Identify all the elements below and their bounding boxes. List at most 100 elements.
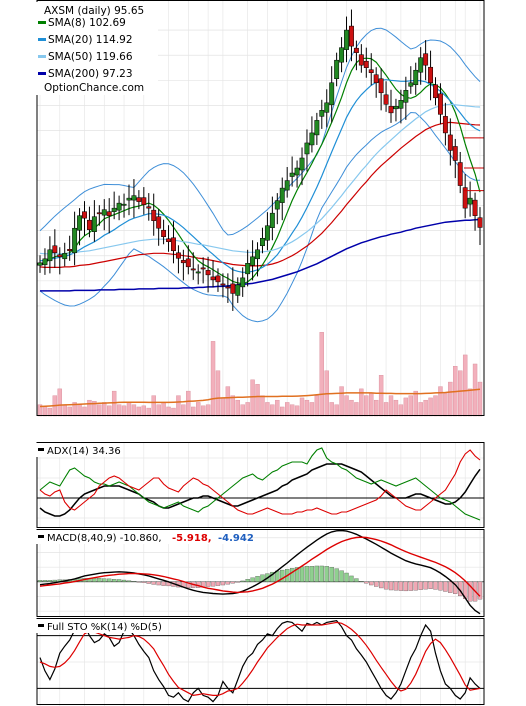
candle-body (166, 238, 171, 243)
macd-title: MACD(8,40,9) -10.860, -5.918, -4.942 (36, 530, 254, 544)
candle-body (190, 268, 196, 271)
candle-body (96, 212, 102, 215)
candle-body (225, 286, 231, 289)
volume-bar (77, 404, 82, 417)
candle-body (77, 215, 83, 231)
candle-body (269, 212, 275, 228)
sto-label: Full STO %K(14) %D(5) (47, 622, 162, 633)
panel-frame (36, 618, 485, 705)
macd-histogram-bar (329, 566, 334, 582)
volume-bar (299, 397, 305, 417)
macd-histogram-bar (344, 572, 349, 582)
candle-body (156, 216, 162, 229)
sto-title-bg (36, 619, 164, 633)
volume-bar (205, 404, 211, 417)
volume-bar (418, 402, 423, 417)
volume-bar (319, 332, 324, 417)
macd-hist-value: -4.942 (218, 533, 254, 544)
volume-bar (196, 402, 201, 417)
macd-histogram-bar (428, 581, 433, 589)
candle-body (368, 69, 374, 73)
macd-histogram-bar (354, 578, 359, 582)
macd-histogram-bar (378, 581, 384, 589)
candle-body (215, 275, 221, 283)
volume-bar (383, 402, 389, 417)
macd-histogram-bar (448, 581, 453, 593)
volume-bar (181, 404, 186, 417)
macd-histogram-bar (314, 565, 320, 582)
volume-bar (151, 395, 156, 417)
volume-bar (270, 404, 275, 417)
candle-body (210, 276, 216, 281)
macd-histogram-bar (131, 581, 137, 582)
volume-bar (245, 402, 250, 417)
candle-body (82, 211, 87, 219)
volume-bar (200, 405, 206, 417)
volume-bar (364, 395, 369, 417)
candle-body (195, 271, 201, 274)
macd-histogram-bar (205, 581, 211, 587)
candle-body (260, 237, 265, 247)
panel-frame (36, 529, 485, 617)
candle-body (146, 206, 152, 209)
volume-bar (42, 406, 48, 417)
volume-average-line (39, 388, 481, 408)
candle-body (126, 197, 132, 201)
macd-histogram-bar (324, 566, 329, 582)
volume-bar (107, 405, 112, 417)
candle-body (86, 219, 92, 230)
candle-body (185, 258, 191, 268)
candle-body (447, 134, 453, 151)
volume-bar (161, 402, 166, 417)
sto-line-k14 (39, 619, 481, 703)
macd-histogram-bar (418, 581, 423, 590)
candle-body (57, 254, 63, 258)
volume-bar (458, 370, 463, 417)
candle-body (437, 93, 443, 115)
volume-bar (428, 397, 433, 417)
volume-bar (289, 404, 295, 417)
macd-histogram-bar (319, 565, 324, 582)
candle-body (398, 100, 404, 109)
candle-body (329, 82, 335, 106)
macd-histogram-bar (116, 579, 122, 582)
volume-bar (255, 384, 260, 417)
candle-body (47, 249, 53, 262)
candle-body (274, 200, 280, 210)
candle-body (161, 229, 167, 237)
volume-bar (280, 406, 285, 417)
volume-bar (240, 404, 245, 417)
macd-histogram-bar (393, 581, 399, 591)
candle-body (235, 284, 241, 296)
stochastic-panel (37, 619, 484, 703)
lower-band-line (39, 111, 481, 323)
candle-body (373, 74, 379, 84)
candle-body (363, 60, 369, 68)
adx-line-di (39, 449, 481, 515)
macd-histogram-bar (339, 570, 344, 582)
volume-bar (413, 390, 418, 417)
volume-bar (443, 393, 448, 417)
macd-histogram-bar (97, 578, 102, 582)
candle-body (175, 252, 181, 259)
volume-bar (275, 399, 280, 417)
candle-body (319, 110, 325, 117)
candle-body (116, 202, 122, 211)
volume-bar (235, 399, 240, 417)
legend-sma8: SMA(8) 102.69 (48, 17, 126, 29)
volume-bar (339, 386, 344, 417)
volume-bar (448, 381, 453, 417)
volume-bar (176, 395, 181, 417)
candle-body (171, 237, 176, 252)
candle-body (42, 258, 48, 266)
candle-body (403, 90, 409, 103)
volume-bar (111, 390, 117, 417)
legend-swatch-sma8 (38, 21, 46, 24)
candle-body (294, 167, 300, 176)
volume-bar (62, 404, 67, 417)
candle-body (393, 106, 399, 110)
macd-histogram-bar (359, 581, 364, 582)
adx-title-bg (36, 443, 122, 457)
volume-bar (215, 370, 221, 417)
